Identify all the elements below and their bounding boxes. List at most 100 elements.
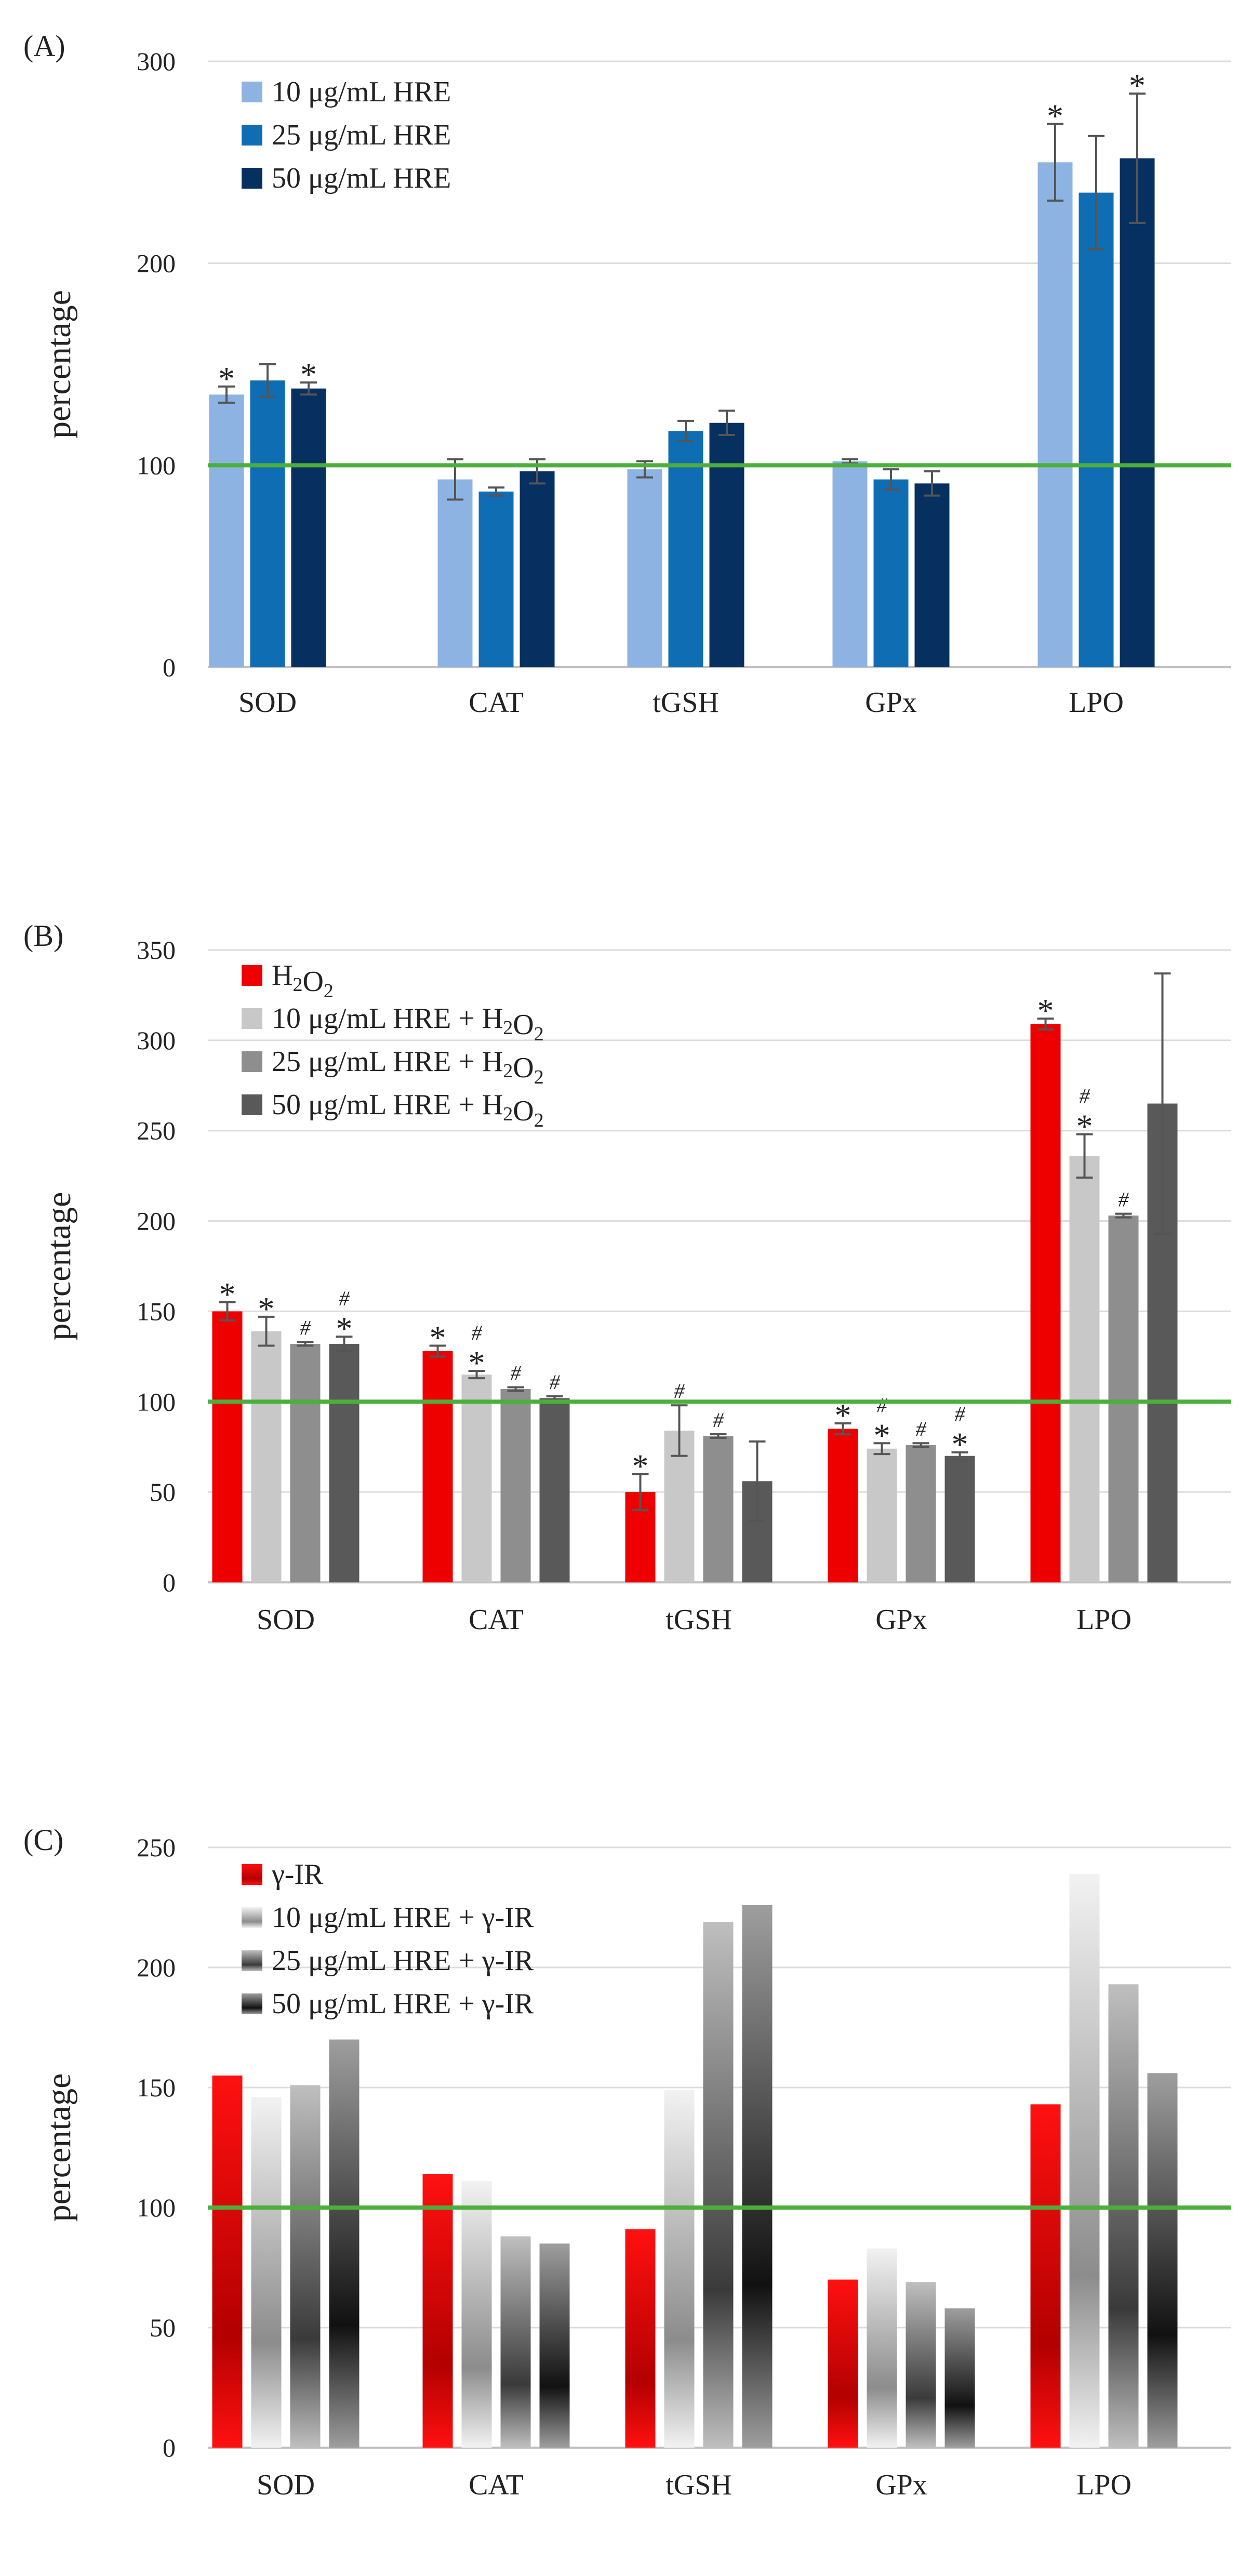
- bar-tgsh-series-1: [627, 469, 662, 667]
- legend-swatch: [242, 125, 262, 146]
- significance-star: *: [430, 1319, 446, 1356]
- legend-swatch: [242, 1094, 262, 1115]
- y-tick-label: 0: [163, 653, 176, 682]
- bar-cat-series-1: [422, 2174, 453, 2448]
- significance-hash: #: [550, 1370, 561, 1394]
- y-tick-label: 100: [137, 2193, 176, 2222]
- significance-hash: #: [472, 1321, 483, 1344]
- panel-label: (C): [23, 1823, 63, 1857]
- y-tick-label: 100: [137, 1387, 176, 1416]
- legend-swatch: [242, 1008, 262, 1029]
- bar-gpx-series-1: [828, 2279, 858, 2448]
- bar-tgsh-series-1: [625, 2229, 656, 2448]
- y-tick-label: 0: [163, 1568, 176, 1597]
- bar-sod-series-4: [329, 2039, 360, 2448]
- x-tick-label: LPO: [1076, 2469, 1132, 2501]
- significance-star: *: [218, 360, 235, 397]
- significance-star: *: [469, 1344, 485, 1381]
- legend-swatch: [242, 82, 262, 102]
- panel-1: (A) 0 100 200 300 percentage * * * * SOD CAT tGSH GPx…: [23, 29, 1231, 719]
- significance-star: *: [1037, 992, 1054, 1029]
- legend-swatch: [242, 1993, 262, 2014]
- legend-swatch: [242, 168, 262, 189]
- bar-sod-series-4: [329, 1344, 360, 1582]
- x-tick-label: SOD: [238, 686, 297, 719]
- y-tick-label: 50: [150, 2313, 176, 2342]
- significance-hash: #: [674, 1379, 685, 1403]
- bar-sod-series-1: [212, 2075, 243, 2448]
- legend-label: 10 μg/mL HRE + H2O2: [272, 1002, 544, 1045]
- significance-hash: #: [1080, 1085, 1090, 1108]
- bar-cat-series-2: [461, 2181, 492, 2448]
- legend-label: 25 μg/mL HRE: [272, 119, 451, 151]
- significance-star: *: [874, 1417, 890, 1454]
- y-tick-label: 200: [137, 1953, 176, 1982]
- bar-sod-series-2: [250, 380, 285, 667]
- significance-star: *: [336, 1310, 353, 1347]
- bar-gpx-series-1: [828, 1429, 858, 1582]
- legend-label: 25 μg/mL HRE + γ-IR: [272, 1945, 534, 1977]
- significance-hash: #: [511, 1361, 522, 1384]
- y-tick-label: 300: [137, 1026, 176, 1055]
- bar-cat-series-2: [461, 1375, 492, 1582]
- significance-hash: #: [339, 1287, 350, 1310]
- bar-gpx-series-2: [867, 2248, 897, 2448]
- bar-gpx-series-2: [867, 1448, 897, 1582]
- bar-sod-series-1: [209, 394, 244, 667]
- x-tick-label: tGSH: [666, 2469, 732, 2501]
- bar-lpo-series-1: [1030, 2104, 1061, 2448]
- significance-star: *: [1076, 1108, 1093, 1145]
- y-tick-label: 200: [137, 1207, 176, 1236]
- bar-cat-series-1: [437, 479, 473, 667]
- bar-sod-series-3: [290, 2085, 321, 2448]
- x-tick-label: CAT: [469, 686, 524, 719]
- bar-gpx-series-3: [914, 483, 950, 667]
- y-tick-label: 300: [137, 47, 176, 76]
- bar-tgsh-series-2: [664, 2090, 695, 2448]
- y-axis-label: percentage: [40, 290, 78, 439]
- bar-cat-series-3: [500, 1389, 531, 1582]
- bar-cat-series-4: [539, 1398, 570, 1582]
- bar-cat-series-3: [520, 471, 555, 667]
- legend-swatch: [242, 1907, 262, 1928]
- bar-gpx-series-3: [906, 2282, 936, 2448]
- significance-star: *: [1129, 67, 1146, 104]
- x-tick-label: CAT: [469, 1604, 524, 1636]
- significance-hash: #: [1119, 1188, 1129, 1211]
- y-tick-label: 250: [137, 1833, 176, 1862]
- panel-3: (C) 0 50 100 150 200 250 percentage SOD CAT tGSH GP…: [23, 1823, 1231, 2501]
- panel-label: (B): [23, 919, 63, 953]
- x-tick-label: GPx: [865, 686, 917, 719]
- bar-gpx-series-4: [944, 2308, 975, 2448]
- significance-star: *: [300, 356, 317, 393]
- panel-label: (A): [23, 29, 65, 63]
- bar-tgsh-series-3: [703, 1436, 734, 1582]
- significance-hash: #: [300, 1316, 311, 1340]
- y-tick-label: 150: [137, 2073, 176, 2102]
- legend-label: H2O2: [272, 959, 334, 1002]
- legend-label: γ-IR: [271, 1858, 324, 1891]
- bar-sod-series-3: [291, 388, 326, 667]
- bar-gpx-series-3: [906, 1445, 936, 1582]
- y-tick-label: 50: [150, 1477, 176, 1507]
- significance-star: *: [952, 1426, 968, 1463]
- legend-swatch: [242, 1051, 262, 1072]
- legend-swatch: [242, 1950, 262, 1971]
- bar-sod-series-2: [251, 2097, 282, 2448]
- legend-label: 25 μg/mL HRE + H2O2: [272, 1046, 544, 1088]
- x-tick-label: GPx: [875, 2469, 927, 2501]
- y-tick-label: 250: [137, 1116, 176, 1145]
- y-tick-label: 0: [163, 2433, 176, 2462]
- y-axis-label: percentage: [40, 1192, 78, 1341]
- x-tick-label: LPO: [1069, 686, 1124, 719]
- bar-lpo-series-2: [1069, 1873, 1100, 2448]
- x-tick-label: CAT: [469, 2469, 524, 2501]
- legend-swatch: [242, 965, 262, 986]
- x-tick-label: GPx: [875, 1604, 927, 1636]
- bar-gpx-series-4: [944, 1456, 975, 1582]
- bar-cat-series-3: [500, 2236, 531, 2448]
- bar-lpo-series-1: [1030, 1024, 1061, 1582]
- legend-label: 10 μg/mL HRE + γ-IR: [272, 1901, 534, 1934]
- significance-hash: #: [713, 1408, 724, 1432]
- bar-tgsh-series-3: [709, 422, 744, 667]
